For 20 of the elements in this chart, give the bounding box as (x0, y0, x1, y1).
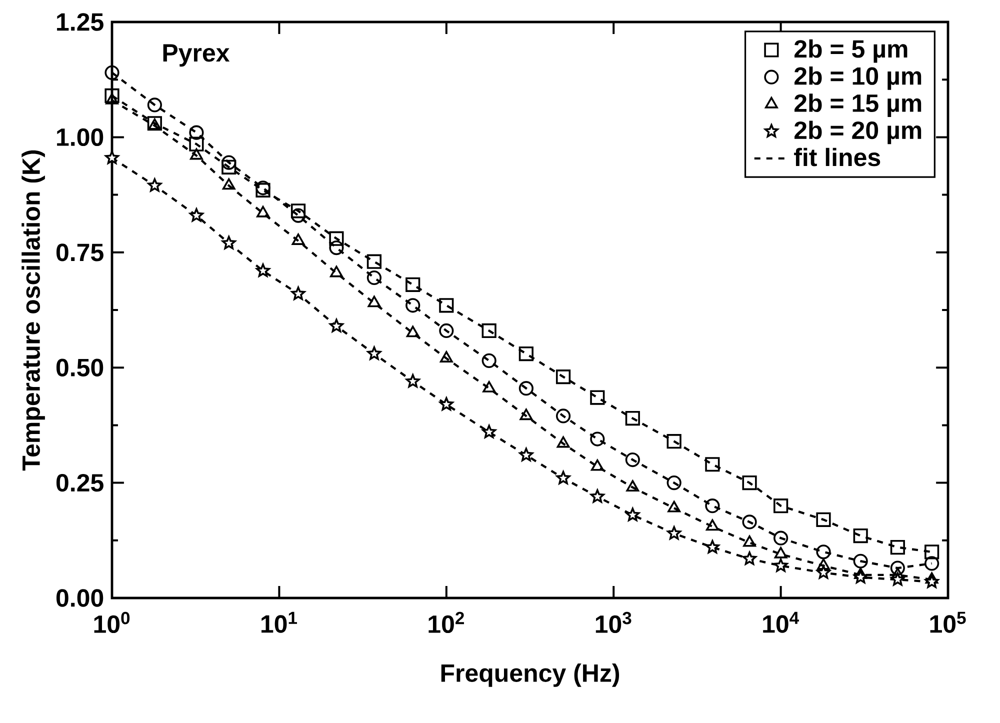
legend-label: 2b = 5 µm (794, 39, 908, 63)
x-tick-label: 10$^{3}$ (596, 612, 632, 634)
y-tick-label: 0.50 (56, 358, 104, 376)
y-axis-title: Temperature oscillation (K) (22, 150, 45, 471)
legend-label: 2b = 10 µm (794, 66, 922, 90)
y-tick-label: 0.00 (56, 589, 104, 607)
y-tick-label: 1.00 (57, 128, 104, 146)
x-axis-title: Frequency (Hz) (441, 664, 620, 687)
x-tick-label: 10$^{1}$ (262, 612, 297, 633)
legend-label: 2b = 15 µm (794, 94, 922, 117)
x-tick-label: 10$^{4}$ (763, 612, 799, 633)
x-tick-label: 10$^{2}$ (428, 612, 464, 634)
x-tick-label: 10$^{0}$ (94, 612, 130, 634)
x-tick-label: 10$^{5}$ (930, 612, 966, 633)
legend-label: 2b = 20 µm (794, 120, 922, 144)
y-tick-label: 1.25 (57, 13, 104, 31)
y-tick-label: 0.75 (56, 244, 104, 262)
legend-label: fit lines (794, 148, 880, 166)
annotation: Pyrex (163, 44, 230, 67)
y-tick-label: 0.25 (56, 474, 104, 492)
